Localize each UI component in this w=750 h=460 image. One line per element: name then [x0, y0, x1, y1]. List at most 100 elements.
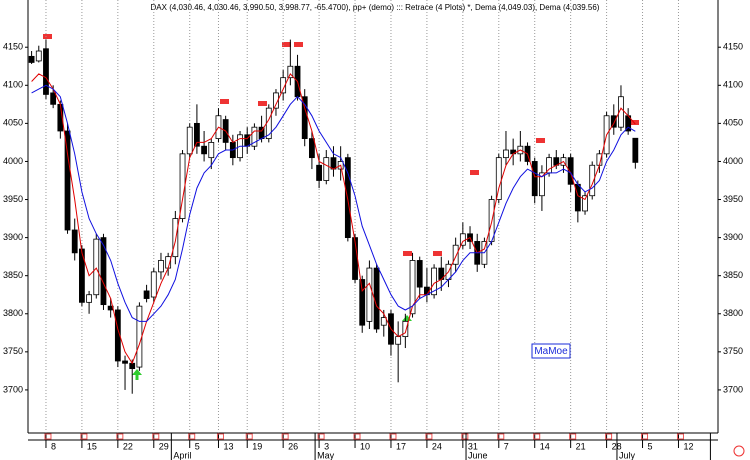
x-tick-label: 21: [576, 441, 586, 451]
candle-body: [610, 115, 617, 128]
candle-body: [373, 267, 380, 330]
x-tick-label: 31: [468, 441, 478, 451]
sell-flag: [433, 251, 442, 256]
sell-flag: [43, 34, 52, 39]
x-tick-box: [353, 433, 361, 440]
y-tick-label: 4150: [723, 42, 743, 52]
candle-body: [143, 290, 150, 299]
candle-body: [539, 172, 545, 197]
buy-arrow: [402, 315, 412, 326]
buy-arrow: [132, 369, 142, 380]
candle-body: [100, 237, 107, 306]
x-tick-label: 3: [324, 441, 329, 451]
dema-line: [31, 73, 636, 365]
candle-body: [503, 149, 509, 159]
candle-body: [172, 218, 179, 258]
candle-body: [71, 229, 78, 254]
x-tick-label: 5: [648, 441, 653, 451]
candle-body: [395, 336, 402, 345]
x-tick-box: [116, 433, 124, 440]
candle-body: [531, 161, 538, 197]
x-tick-box: [317, 433, 325, 440]
candle-body: [35, 50, 42, 62]
x-tick-label: 29: [159, 441, 169, 451]
x-tick-box: [425, 433, 433, 440]
x-tick-box: [641, 433, 649, 440]
candle-body: [402, 320, 409, 338]
y-tick-label: 3800: [723, 308, 743, 318]
x-tick-label: 17: [396, 441, 406, 451]
x-tick-box: [605, 433, 613, 440]
candle-body: [574, 183, 581, 212]
x-tick-box: [216, 433, 224, 440]
candle-body: [567, 157, 574, 185]
x-tick-label: 10: [360, 441, 370, 451]
candle-body: [136, 305, 143, 368]
y-tick-label: 3800: [3, 308, 23, 318]
y-tick-label: 3850: [3, 270, 23, 280]
candle-body: [452, 244, 459, 265]
x-tick-label: 12: [683, 441, 693, 451]
y-tick-label: 3750: [3, 346, 23, 356]
candle-body: [280, 77, 287, 94]
month-label: May: [317, 450, 335, 460]
candle-body: [194, 122, 200, 147]
candle-body: [380, 317, 387, 326]
sell-flag: [470, 170, 479, 175]
candle-body: [431, 267, 437, 296]
candle-body: [50, 92, 57, 105]
x-tick-label: 5: [195, 441, 200, 451]
y-tick-label: 4000: [3, 156, 23, 166]
y-tick-label: 4050: [3, 118, 23, 128]
sell-flag: [294, 42, 303, 47]
y-tick-label: 3950: [3, 194, 23, 204]
y-tick-label: 4000: [723, 156, 743, 166]
y-tick-label: 4050: [723, 118, 743, 128]
x-tick-box: [461, 433, 469, 440]
candle-body: [618, 96, 624, 128]
y-tick-label: 3700: [3, 384, 23, 394]
candle-body: [93, 238, 100, 296]
dema-line: [31, 84, 636, 322]
y-tick-label: 4100: [3, 80, 23, 90]
month-label: July: [619, 450, 636, 460]
watermark: MaMoe: [534, 346, 568, 357]
y-tick-label: 3700: [723, 384, 743, 394]
x-tick-box: [281, 433, 289, 440]
candle-body: [251, 126, 258, 147]
watermark-box: [531, 343, 571, 359]
candle-body: [287, 65, 294, 79]
x-tick-box: [676, 433, 684, 440]
x-tick-box: [188, 433, 196, 440]
x-tick-label: 13: [223, 441, 233, 451]
sell-flag: [282, 42, 291, 47]
candle-body: [122, 360, 128, 364]
x-tick-box: [569, 433, 577, 440]
y-tick-label: 4150: [3, 42, 23, 52]
candle-body: [86, 294, 92, 303]
x-tick-label: 14: [540, 441, 550, 451]
candle-body: [316, 164, 322, 181]
month-label: June: [468, 450, 488, 460]
candle-body: [459, 233, 466, 246]
candle-body: [309, 138, 315, 159]
x-tick-box: [80, 433, 88, 440]
y-tick-label: 4100: [723, 80, 743, 90]
y-tick-label: 3750: [723, 346, 743, 356]
chart-title: DAX (4,030.46, 4,030.46, 3,990.50, 3,998…: [151, 3, 600, 12]
candle-body: [150, 271, 157, 298]
candle-body: [632, 137, 639, 163]
month-label: April: [173, 450, 191, 460]
x-tick-label: 24: [432, 441, 442, 451]
x-tick-label: 8: [51, 441, 56, 451]
candle-body: [158, 260, 164, 273]
sell-flag: [258, 101, 267, 106]
sell-flag: [220, 99, 229, 104]
x-tick-label: 19: [252, 441, 262, 451]
x-tick-box: [389, 433, 397, 440]
corner-icon: [733, 445, 745, 457]
candle-body: [366, 267, 373, 322]
x-tick-box: [152, 433, 160, 440]
